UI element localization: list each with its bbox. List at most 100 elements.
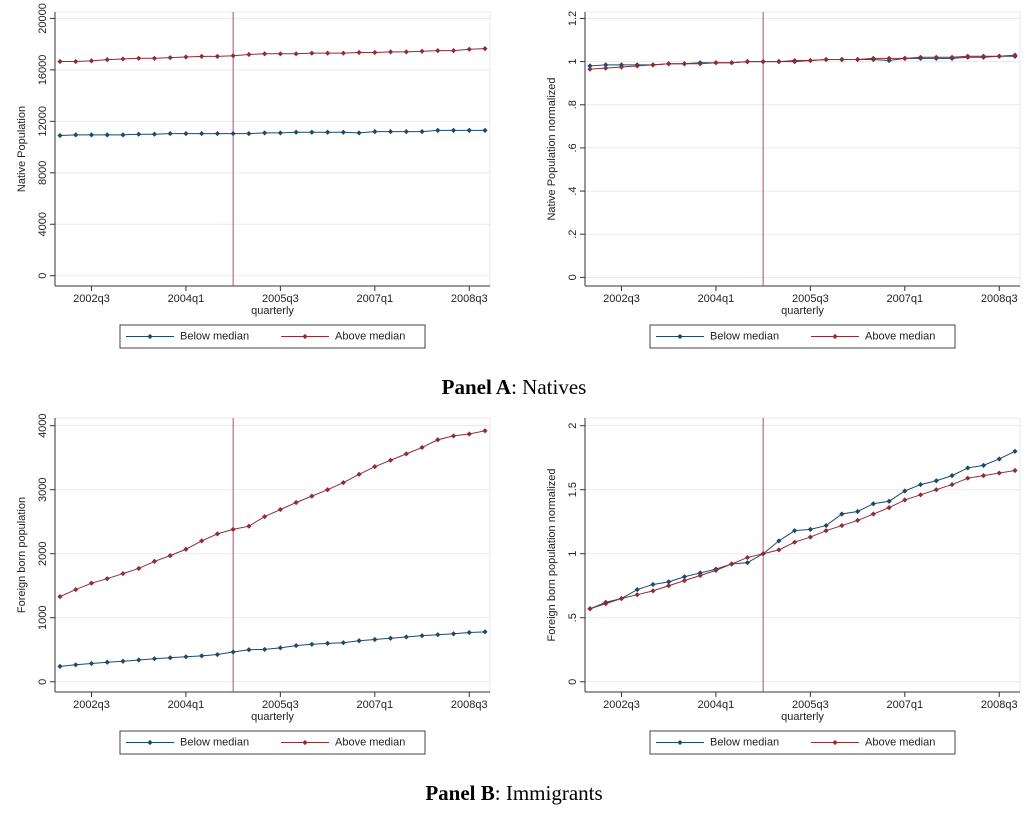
y-tick-label: 4000: [37, 212, 49, 236]
data-point: [902, 497, 908, 503]
legend-label: Below median: [710, 330, 779, 342]
chart: 0 4000 8000 12000 16000 20000 2002q3 2004q1 2005…: [16, 3, 491, 349]
data-point: [949, 473, 955, 479]
data-point: [807, 534, 813, 540]
data-point: [587, 66, 593, 72]
data-point: [57, 58, 63, 65]
legend-box: [649, 324, 956, 349]
x-axis-title: quarterly: [781, 711, 824, 723]
data-point: [933, 478, 939, 484]
data-point: [634, 63, 640, 69]
x-tick-label: 2007q1: [356, 699, 393, 711]
data-point: [167, 553, 173, 559]
y-tick-label: 1: [567, 551, 579, 557]
data-point: [587, 606, 593, 612]
y-tick-label: 0: [567, 679, 579, 685]
data-point: [309, 129, 315, 135]
data-point: [246, 51, 252, 58]
y-tick-label: 12000: [37, 106, 49, 137]
data-point: [230, 130, 236, 137]
data-point: [744, 560, 751, 566]
data-point: [372, 49, 378, 56]
data-point: [902, 55, 908, 61]
data-point: [387, 129, 394, 135]
data-point: [120, 56, 126, 62]
legend-marker: [677, 333, 683, 340]
data-point: [183, 54, 189, 60]
data-point: [419, 129, 425, 135]
data-point: [886, 55, 892, 61]
y-axis-title: Native Population: [16, 106, 28, 192]
x-tick-label: 2002q3: [603, 293, 640, 305]
data-point: [933, 487, 939, 493]
data-point: [372, 129, 378, 135]
data-point: [104, 56, 110, 63]
x-tick-label: 2008q3: [981, 699, 1018, 711]
data-point: [356, 130, 362, 136]
data-point: [88, 580, 95, 586]
data-point: [634, 592, 640, 598]
legend-label: Below median: [180, 330, 249, 342]
y-tick-label: .2: [567, 230, 579, 239]
data-point: [435, 127, 441, 133]
data-point: [603, 65, 609, 71]
data-point: [681, 574, 688, 580]
data-point: [823, 56, 829, 63]
data-point: [403, 49, 409, 55]
data-point: [88, 58, 95, 64]
data-point: [450, 433, 457, 439]
y-tick-label: 1000: [37, 605, 49, 629]
data-point: [450, 47, 457, 54]
data-point: [151, 656, 158, 662]
data-point: [419, 48, 425, 54]
data-point: [996, 53, 1002, 59]
data-point: [435, 47, 441, 54]
data-point: [917, 54, 924, 60]
data-point: [214, 651, 221, 658]
data-point: [403, 451, 409, 457]
data-point: [167, 655, 173, 661]
data-point: [870, 511, 876, 517]
x-tick-label: 2004q1: [698, 293, 735, 305]
y-axis-title: Native Population normalized: [546, 77, 558, 220]
chart: 0 .5 1 1.5 2 2002q3 2004q1 2005q3 2007q1 2008q3 qu…: [546, 417, 1021, 755]
data-point: [151, 558, 158, 565]
data-point: [466, 46, 472, 52]
data-point: [293, 129, 299, 135]
data-point: [435, 437, 441, 443]
x-tick-label: 2004q1: [698, 699, 735, 711]
data-point: [199, 130, 205, 137]
data-point: [650, 62, 656, 68]
data-point: [340, 50, 346, 56]
panel-label: Panel A: [442, 375, 512, 399]
x-tick-label: 2007q1: [886, 699, 923, 711]
y-tick-label: 8000: [37, 161, 49, 185]
data-point: [450, 127, 457, 133]
y-tick-label: .5: [567, 613, 579, 622]
data-point: [324, 50, 331, 56]
data-point: [1012, 448, 1018, 454]
legend-marker: [302, 739, 308, 746]
data-point: [277, 130, 283, 136]
data-point: [650, 588, 656, 594]
y-tick-label: 20000: [37, 3, 49, 34]
series-line: [59, 430, 486, 598]
x-tick-label: 2005q3: [792, 699, 829, 711]
data-point: [980, 462, 987, 468]
data-point: [120, 132, 126, 138]
legend-label: Above median: [865, 736, 935, 748]
panel-caption: Panel A: Natives: [442, 375, 587, 399]
y-tick-label: .8: [567, 100, 579, 109]
data-point: [697, 61, 703, 67]
legend-box: [649, 730, 956, 755]
legend-label: Above median: [865, 330, 935, 342]
plot-area: [54, 11, 491, 287]
x-tick-label: 2004q1: [168, 293, 205, 305]
data-point: [854, 517, 861, 524]
legend-box: [119, 324, 426, 349]
data-point: [293, 51, 299, 57]
data-point: [902, 488, 908, 494]
data-point: [356, 471, 362, 477]
y-tick-label: 0: [567, 274, 579, 280]
data-point: [88, 660, 95, 667]
